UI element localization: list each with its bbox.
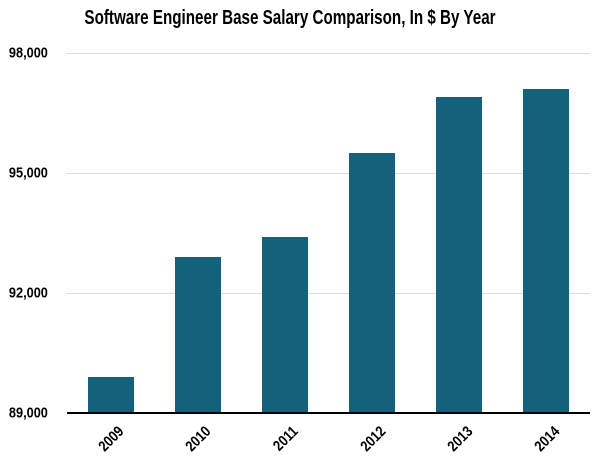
plot-area xyxy=(67,53,590,414)
bar-2012 xyxy=(349,153,396,413)
bar-2011 xyxy=(261,237,308,413)
x-tick-2013: 2013 xyxy=(444,423,477,456)
y-tick-95000: 95,000 xyxy=(8,164,48,182)
y-tick-98000: 98,000 xyxy=(8,44,48,62)
x-tick-2012: 2012 xyxy=(357,423,390,456)
x-tick-2009: 2009 xyxy=(95,423,128,456)
bar-2013 xyxy=(436,97,483,413)
x-tick-2011: 2011 xyxy=(270,423,302,455)
gridline-95000 xyxy=(67,173,590,174)
y-tick-92000: 92,000 xyxy=(8,284,48,302)
x-tick-2010: 2010 xyxy=(182,423,215,456)
bar-2010 xyxy=(174,257,221,413)
bar-2014 xyxy=(523,89,570,413)
y-axis-tick-labels: 89,000 92,000 95,000 98,000 xyxy=(0,0,50,471)
chart-title: Software Engineer Base Salary Comparison… xyxy=(84,7,496,29)
bar-2009 xyxy=(87,377,134,413)
x-tick-2014: 2014 xyxy=(531,423,564,456)
x-axis-line xyxy=(67,412,590,414)
y-tick-89000: 89,000 xyxy=(8,404,48,422)
x-axis-tick-labels: 2009 2010 2011 2012 2013 2014 xyxy=(67,413,590,471)
gridline-92000 xyxy=(67,293,590,294)
gridline-98000 xyxy=(67,53,590,54)
